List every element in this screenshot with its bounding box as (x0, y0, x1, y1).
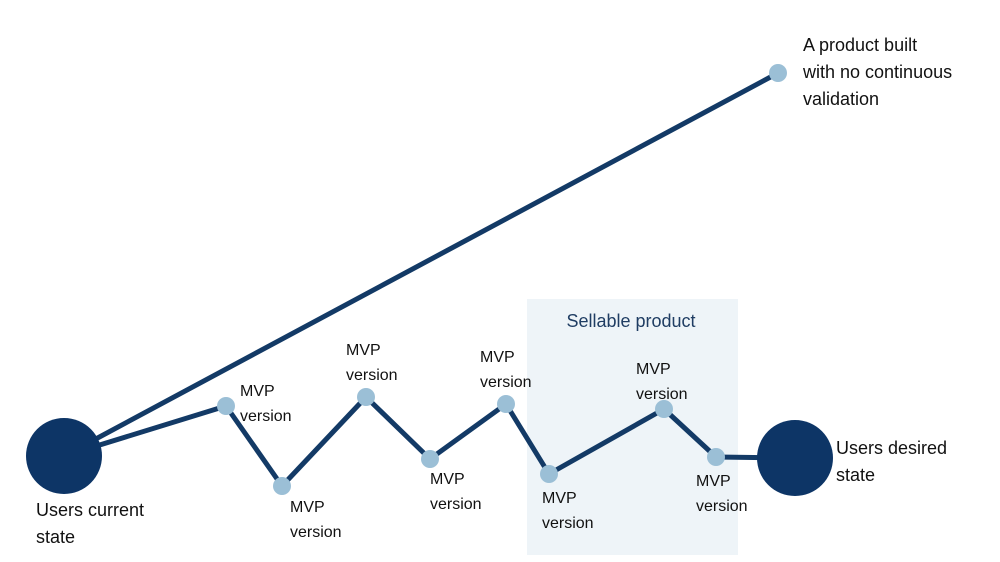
mvp-label-line: MVP (542, 490, 577, 507)
mvp-label-line: MVP (480, 349, 515, 366)
start-node (26, 418, 102, 494)
mvp-label-line: version (430, 496, 482, 513)
mvp-label-line: MVP (696, 473, 731, 490)
mvp-label-line: version (290, 524, 342, 541)
mvp-node (357, 388, 375, 406)
mvp-label-line: MVP (290, 499, 325, 516)
mvp-label: MVP version (430, 471, 482, 513)
mvp-label-line: MVP (240, 383, 275, 400)
mvp-label: MVP version (290, 499, 342, 541)
region-label: Sellable product (566, 311, 695, 331)
target-node (769, 64, 787, 82)
mvp-label: MVP version (346, 342, 398, 384)
end-node (757, 420, 833, 496)
mvp-label-line: version (542, 515, 594, 532)
mvp-node (707, 448, 725, 466)
mvp-nodes: MVP version MVP version MVP version MVP version… (217, 342, 748, 541)
mvp-label-line: version (696, 498, 748, 515)
mvp-label-line: version (240, 408, 292, 425)
mvp-label: MVP version (696, 473, 748, 515)
mvp-label-line: version (480, 374, 532, 391)
mvp-node (217, 397, 235, 415)
target-label: A product built with no continuous validat… (802, 35, 952, 109)
direct-line (61, 70, 781, 459)
mvp-label-line: version (346, 367, 398, 384)
mvp-label-line: MVP (636, 361, 671, 378)
mvp-node (421, 450, 439, 468)
start-label: Users current state (36, 500, 144, 547)
mvp-label-line: MVP (346, 342, 381, 359)
mvp-label: MVP version (480, 349, 532, 391)
mvp-node (540, 465, 558, 483)
mvp-label: MVP version (636, 361, 688, 403)
mvp-node (497, 395, 515, 413)
end-label: Users desired state (836, 438, 947, 485)
mvp-node (655, 400, 673, 418)
mvp-node (273, 477, 291, 495)
mvp-label-line: MVP (430, 471, 465, 488)
mvp-label: MVP version (240, 383, 292, 425)
mvp-label: MVP version (542, 490, 594, 532)
mvp-label-line: version (636, 386, 688, 403)
